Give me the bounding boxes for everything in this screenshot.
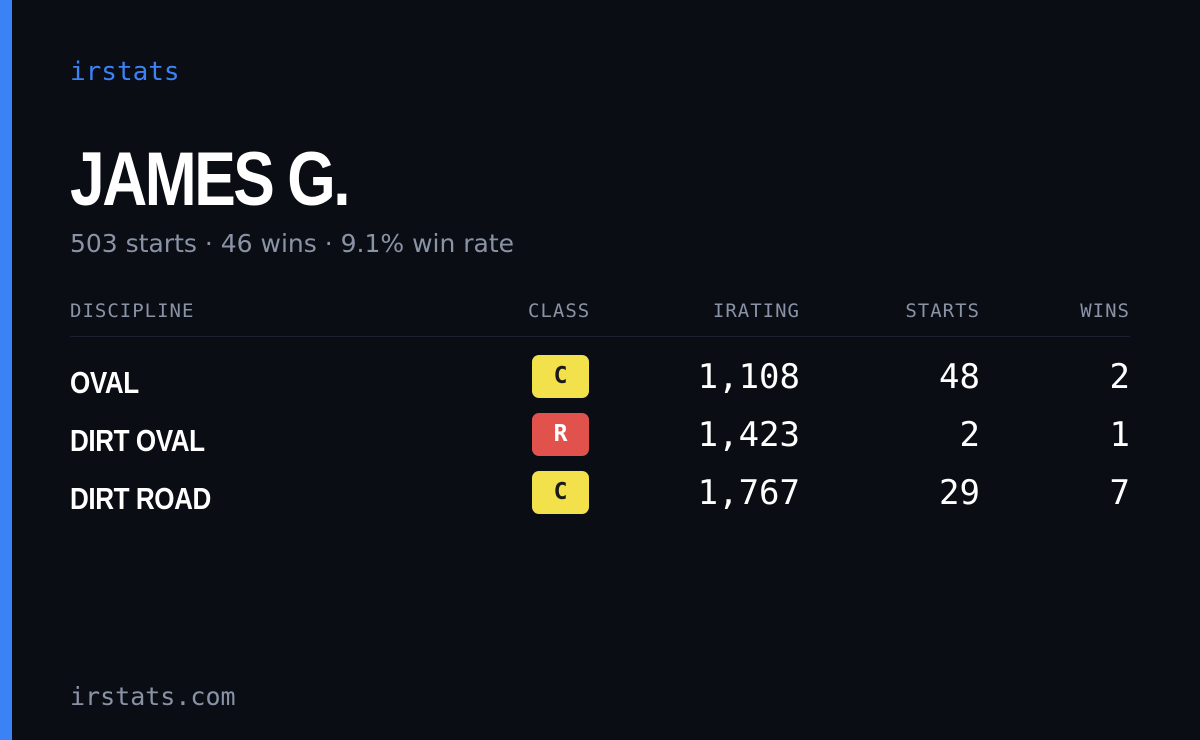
discipline-name: OVAL: [70, 365, 139, 400]
irating-value: 1,423: [697, 415, 800, 455]
header-irating: IRATING: [712, 300, 800, 322]
driver-name: JAMES G.: [70, 137, 351, 222]
starts-value: 29: [939, 473, 980, 513]
wins-value: 7: [1109, 473, 1130, 513]
discipline-name: DIRT ROAD: [70, 481, 211, 516]
discipline-table: DISCIPLINE CLASS IRATING STARTS WINS OVA…: [70, 296, 1130, 516]
header-class: CLASS: [528, 300, 591, 322]
table-body: OVAL C 1,108 48 2 DIRT OVAL R 1,423 2 1 …: [70, 353, 1130, 527]
irating-value: 1,767: [697, 473, 800, 513]
accent-bar: [0, 0, 12, 740]
header-starts: STARTS: [905, 300, 980, 322]
class-badge: C: [532, 471, 589, 514]
driver-summary: 503 starts · 46 wins · 9.1% win rate: [70, 229, 515, 258]
table-row: DIRT OVAL R 1,423 2 1: [70, 411, 1130, 469]
table-header: DISCIPLINE CLASS IRATING STARTS WINS: [70, 296, 1130, 337]
discipline-name: DIRT OVAL: [70, 423, 205, 458]
brand-logo: irstats: [70, 57, 180, 87]
class-badge: R: [532, 413, 589, 456]
header-discipline: DISCIPLINE: [70, 300, 195, 322]
starts-value: 2: [959, 415, 980, 455]
table-row: OVAL C 1,108 48 2: [70, 353, 1130, 411]
table-row: DIRT ROAD C 1,767 29 7: [70, 469, 1130, 527]
header-wins: WINS: [1080, 300, 1130, 322]
class-badge: C: [532, 355, 589, 398]
wins-value: 2: [1109, 357, 1130, 397]
starts-value: 48: [939, 357, 980, 397]
footer-url[interactable]: irstats.com: [70, 682, 236, 711]
wins-value: 1: [1109, 415, 1130, 455]
irating-value: 1,108: [697, 357, 800, 397]
